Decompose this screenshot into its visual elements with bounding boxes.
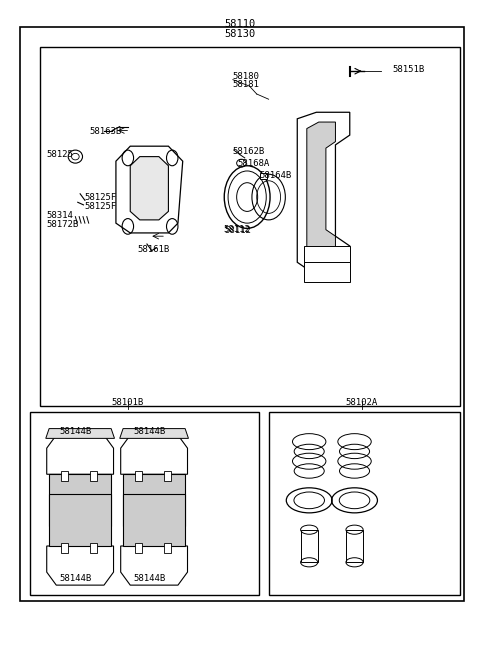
Text: 58101B: 58101B — [112, 398, 144, 407]
Text: 58112: 58112 — [223, 225, 250, 234]
Text: 58172B: 58172B — [47, 220, 79, 229]
Polygon shape — [304, 246, 350, 265]
Polygon shape — [46, 428, 115, 438]
Bar — [269, 412, 459, 595]
Text: 58161B: 58161B — [137, 245, 169, 253]
Polygon shape — [123, 494, 185, 546]
Text: 58164B: 58164B — [259, 171, 291, 180]
Text: 58163B: 58163B — [90, 127, 122, 136]
Polygon shape — [120, 546, 188, 585]
Bar — [164, 543, 171, 553]
Text: 58112: 58112 — [225, 227, 252, 235]
Bar — [30, 412, 259, 595]
Bar — [21, 28, 464, 601]
Text: 58168A: 58168A — [238, 159, 270, 168]
Polygon shape — [116, 146, 183, 233]
Text: 58130: 58130 — [224, 29, 256, 39]
Text: 58144B: 58144B — [59, 427, 92, 436]
Polygon shape — [47, 546, 114, 585]
Polygon shape — [49, 494, 111, 546]
Text: 58162B: 58162B — [233, 147, 265, 156]
Polygon shape — [123, 474, 185, 527]
Text: 58110: 58110 — [224, 19, 256, 29]
Bar — [90, 543, 97, 553]
Polygon shape — [120, 435, 188, 474]
Polygon shape — [304, 262, 350, 282]
Polygon shape — [307, 122, 336, 259]
Polygon shape — [120, 428, 189, 438]
Bar — [164, 471, 171, 481]
Bar — [135, 471, 142, 481]
Bar — [135, 543, 142, 553]
Text: 58180: 58180 — [233, 72, 260, 81]
Text: 58314: 58314 — [47, 211, 73, 220]
Polygon shape — [49, 474, 111, 527]
Text: 58125F: 58125F — [85, 202, 117, 211]
Bar — [39, 47, 459, 405]
Text: 58125: 58125 — [47, 150, 73, 159]
Text: 58102A: 58102A — [346, 398, 378, 407]
Bar — [90, 471, 97, 481]
Bar — [260, 173, 267, 179]
Bar — [61, 471, 68, 481]
Bar — [61, 543, 68, 553]
Text: 58181: 58181 — [233, 81, 260, 89]
Text: 58144B: 58144B — [133, 574, 166, 583]
Polygon shape — [47, 435, 114, 474]
Text: 58144B: 58144B — [133, 427, 166, 436]
Polygon shape — [130, 157, 168, 220]
Text: 58151B: 58151B — [393, 66, 425, 75]
Polygon shape — [297, 112, 350, 275]
Bar — [346, 530, 363, 562]
Bar — [300, 530, 318, 562]
Text: 58125F: 58125F — [85, 193, 117, 202]
Text: 58144B: 58144B — [59, 574, 92, 583]
